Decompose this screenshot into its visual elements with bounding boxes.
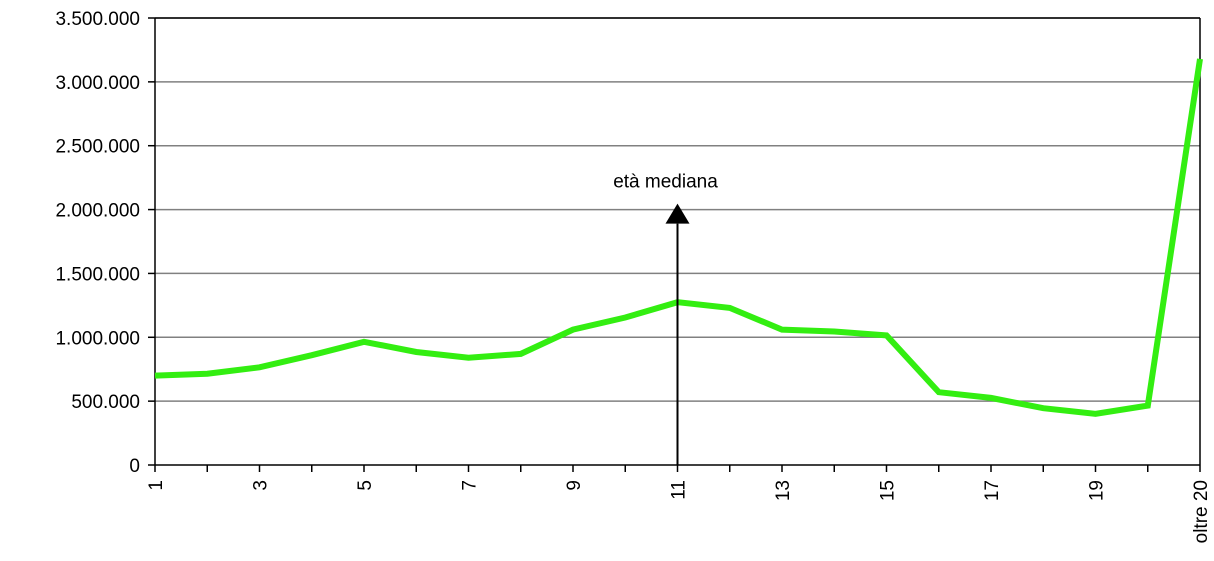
x-tick-label: 17	[982, 480, 1003, 501]
x-tick-label: 1	[146, 480, 167, 491]
y-tick-label: 3.500.000	[55, 9, 140, 30]
x-tick-label: 3	[251, 480, 272, 491]
y-tick-label: 0	[129, 456, 140, 477]
y-tick-label: 1.000.000	[55, 328, 140, 349]
median-arrow-head	[665, 203, 690, 224]
y-tick-label: 2.000.000	[55, 201, 140, 222]
median-annotation: età mediana	[613, 172, 718, 465]
y-tick-label: 500.000	[71, 392, 140, 413]
x-tick-label: 13	[773, 480, 794, 501]
x-tick-label: 11	[669, 480, 690, 500]
x-axis: 1 3 5 7 9 11 13 15 17 19 oltre 20	[146, 464, 1212, 543]
y-tick-label: 3.000.000	[55, 73, 140, 94]
x-tick-label: 15	[878, 480, 899, 501]
x-tick-label: oltre 20	[1191, 480, 1212, 543]
median-label: età mediana	[613, 172, 718, 193]
x-tick-label: 19	[1087, 480, 1108, 501]
x-tick-label: 7	[460, 480, 481, 491]
x-tick-label: 9	[564, 480, 585, 491]
y-tick-label: 1.500.000	[55, 264, 140, 285]
y-axis: 0 500.000 1.000.000 1.500.000 2.000.000 2.500…	[55, 9, 1201, 477]
y-tick-label: 2.500.000	[55, 137, 140, 158]
x-tick-label: 5	[355, 480, 376, 491]
